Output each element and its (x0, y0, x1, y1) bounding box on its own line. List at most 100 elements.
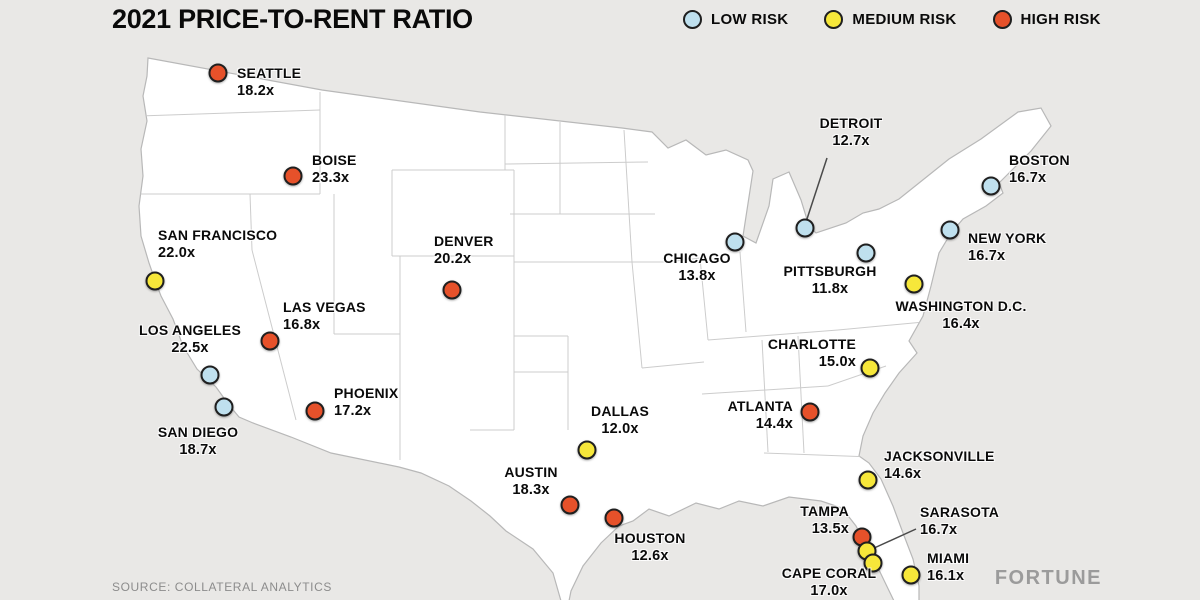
leader-line-detroit (805, 157, 828, 223)
us-landmass (138, 57, 1052, 600)
city-value: 12.6x (631, 548, 669, 564)
city-value: 12.7x (832, 133, 870, 149)
city-dot-chicago (725, 232, 745, 252)
city-value: 14.6x (884, 466, 922, 482)
city-dot-charlotte (860, 358, 880, 378)
city-name: CHICAGO (663, 250, 731, 266)
city-dot-los-angeles (200, 365, 220, 385)
city-value: 13.8x (678, 268, 716, 284)
city-name: PITTSBURGH (783, 263, 877, 279)
city-label-las-vegas: LAS VEGAS 16.8x (283, 298, 366, 334)
source-credit: SOURCE: COLLATERAL ANALYTICS (112, 580, 332, 594)
city-dot-boise (283, 166, 303, 186)
city-value: 16.7x (1009, 170, 1047, 186)
city-dot-pittsburgh (856, 243, 876, 263)
city-value: 23.3x (312, 170, 350, 186)
city-dot-austin (560, 495, 580, 515)
fortune-logo: FORTUNE (994, 567, 1102, 589)
city-name: PHOENIX (334, 385, 399, 401)
city-value: 17.2x (334, 403, 372, 419)
city-label-miami: MIAMI 16.1x (927, 549, 969, 585)
city-label-detroit: DETROIT 12.7x (820, 114, 883, 150)
city-label-austin: AUSTIN 18.3x (504, 463, 557, 499)
city-name: MIAMI (927, 550, 970, 566)
city-value: 16.4x (942, 316, 980, 332)
city-name: JACKSONVILLE (884, 448, 995, 464)
city-dot-cape-coral (863, 553, 883, 573)
city-label-denver: DENVER 20.2x (434, 232, 494, 268)
city-name: SAN FRANCISCO (158, 227, 278, 243)
city-name: BOSTON (1009, 152, 1070, 168)
city-name: CHARLOTTE (767, 336, 856, 352)
city-dot-dallas (577, 440, 597, 460)
city-name: DALLAS (591, 403, 649, 419)
city-value: 11.8x (811, 281, 849, 297)
city-value: 13.5x (811, 521, 849, 537)
page-title: 2021 PRICE-TO-RENT RATIO (112, 4, 473, 34)
city-label-chicago: CHICAGO 13.8x (663, 249, 731, 285)
city-value: 22.0x (158, 245, 196, 261)
legend-item-low: LOW RISK (683, 10, 788, 29)
city-label-boston: BOSTON 16.7x (1009, 151, 1070, 187)
legend-label: MEDIUM RISK (852, 11, 957, 28)
city-name: SEATTLE (237, 65, 302, 81)
high-risk-dot-icon (992, 10, 1012, 29)
city-dot-las-vegas (260, 331, 280, 351)
leader-lines (805, 157, 917, 550)
city-label-los-angeles: LOS ANGELES 22.5x (139, 321, 241, 357)
city-value: 22.5x (171, 340, 209, 356)
city-label-boise: BOISE 23.3x (312, 151, 357, 187)
city-label-washington-d-c: WASHINGTON D.C. 16.4x (895, 297, 1026, 333)
city-dot-boston (981, 176, 1001, 196)
city-label-dallas: DALLAS 12.0x (591, 402, 649, 438)
city-name: NEW YORK (968, 230, 1047, 246)
city-dot-san-francisco (145, 271, 165, 291)
city-dot-detroit (795, 218, 815, 238)
city-name: DENVER (434, 233, 494, 249)
city-value: 16.7x (968, 248, 1006, 264)
city-label-cape-coral: CAPE CORAL 17.0x (782, 564, 877, 600)
city-dot-new-york (940, 220, 960, 240)
city-label-atlanta: ATLANTA 14.4x (728, 397, 793, 433)
city-label-pittsburgh: PITTSBURGH 11.8x (784, 262, 877, 298)
city-label-seattle: SEATTLE 18.2x (237, 64, 301, 100)
city-name: TAMPA (800, 503, 849, 519)
leader-line-sarasota (871, 528, 917, 550)
city-value: 16.7x (920, 522, 958, 538)
city-value: 18.7x (179, 442, 217, 458)
city-dot-houston (604, 508, 624, 528)
city-label-jacksonville: JACKSONVILLE 14.6x (884, 447, 995, 483)
city-name: DETROIT (819, 115, 883, 131)
city-value: 16.8x (283, 317, 321, 333)
city-label-san-diego: SAN DIEGO 18.7x (158, 423, 238, 459)
legend-item-medium: MEDIUM RISK (824, 10, 956, 29)
medium-risk-dot-icon (824, 10, 844, 29)
city-name: HOUSTON (614, 530, 686, 546)
city-name: SAN DIEGO (157, 424, 239, 440)
city-name: WASHINGTON D.C. (895, 298, 1027, 314)
city-value: 12.0x (601, 421, 639, 437)
city-name: LAS VEGAS (283, 299, 366, 315)
city-name: CAPE CORAL (781, 565, 877, 581)
city-dot-washington-d-c (904, 274, 924, 294)
city-label-tampa: TAMPA 13.5x (800, 502, 849, 538)
city-dot-phoenix (305, 401, 325, 421)
legend-label: HIGH RISK (1020, 11, 1101, 28)
city-dot-denver (442, 280, 462, 300)
city-dot-atlanta (800, 402, 820, 422)
legend-item-high: HIGH RISK (992, 10, 1101, 29)
city-value: 15.0x (818, 354, 856, 370)
city-dot-miami (901, 565, 921, 585)
city-label-san-francisco: SAN FRANCISCO 22.0x (158, 226, 277, 262)
city-value: 18.3x (512, 482, 550, 498)
city-label-new-york: NEW YORK 16.7x (968, 229, 1046, 265)
state-borders (139, 92, 925, 460)
city-value: 14.4x (755, 416, 793, 432)
low-risk-dot-icon (683, 10, 702, 29)
city-name: LOS ANGELES (138, 322, 242, 338)
city-dot-jacksonville (858, 470, 878, 490)
city-value: 16.1x (927, 568, 965, 584)
city-label-charlotte: CHARLOTTE 15.0x (768, 335, 856, 371)
